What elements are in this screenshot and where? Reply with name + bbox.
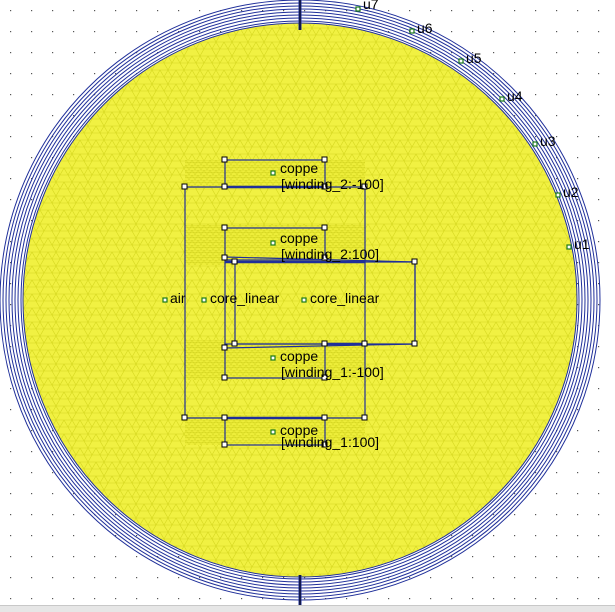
boundary-label-u7: u7 bbox=[363, 0, 379, 12]
core-linear-right-label: core_linear bbox=[310, 290, 380, 306]
copper-label-3: coppe bbox=[280, 348, 318, 364]
coil-upper bbox=[224, 227, 326, 261]
boundary-label-u3: u3 bbox=[540, 133, 556, 149]
boundary-label-u1: u1 bbox=[574, 236, 590, 252]
air-label: air bbox=[170, 290, 186, 306]
copper-label-1: coppe bbox=[280, 160, 318, 176]
boundary-label-u2: u2 bbox=[563, 184, 579, 200]
winding-label-2: [winding_2:100] bbox=[281, 246, 379, 262]
status-strip bbox=[0, 605, 615, 612]
coil-lower bbox=[224, 343, 326, 379]
boundary-label-u5: u5 bbox=[466, 50, 482, 66]
air-region-mesh[interactable] bbox=[22, 22, 578, 578]
winding-label-bottom: [winding_1:100] bbox=[281, 434, 379, 450]
block-label-markers[interactable] bbox=[162, 6, 572, 435]
copper-label-2: coppe bbox=[280, 230, 318, 246]
copper-label-4: coppe bbox=[280, 422, 318, 438]
winding-label-3: [winding_1:-100] bbox=[281, 364, 384, 380]
geometry-nodes[interactable] bbox=[181, 156, 418, 448]
core-linear-left-label: core_linear bbox=[210, 290, 280, 306]
winding-label-top: [winding_2:-100] bbox=[281, 176, 384, 192]
boundary-label-u6: u6 bbox=[417, 20, 433, 36]
boundary-label-u4: u4 bbox=[507, 88, 523, 104]
